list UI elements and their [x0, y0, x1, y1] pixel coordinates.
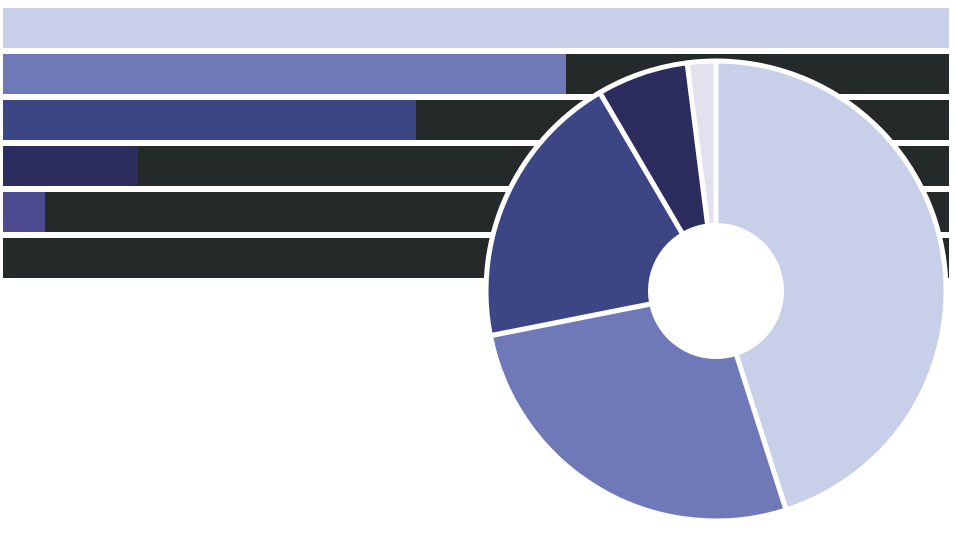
chart-canvas: { "background_color": "#ffffff", "bar_ch…	[0, 0, 955, 542]
bar-fill	[3, 100, 416, 140]
donut-chart	[481, 56, 951, 526]
bar-fill	[3, 146, 138, 186]
bar-fill	[3, 8, 949, 48]
bar-row	[3, 8, 949, 48]
bar-fill	[3, 192, 45, 232]
donut-hole	[648, 223, 784, 359]
